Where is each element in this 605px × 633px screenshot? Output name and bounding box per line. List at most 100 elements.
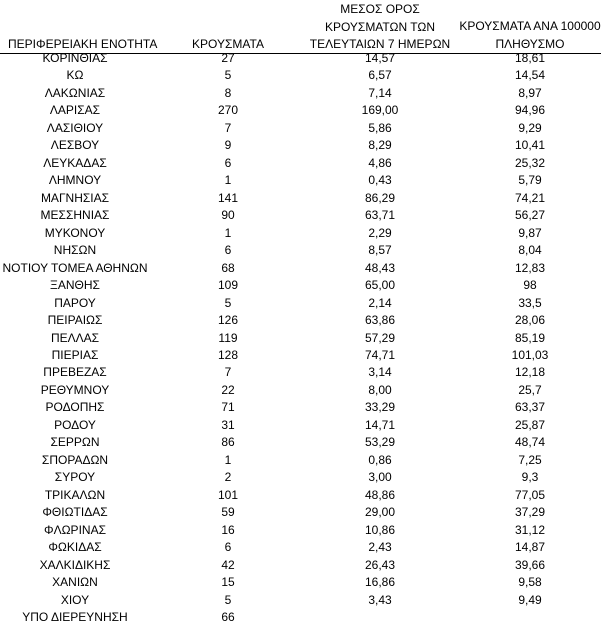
- table-row: ΛΑΚΩΝΙΑΣ 8 7,14 8,97: [0, 85, 605, 102]
- cases-cell: 6: [224, 155, 232, 170]
- cases-cell: 31: [221, 417, 235, 432]
- avg7-cell: 5,86: [368, 120, 392, 135]
- cases-cell: 6: [224, 540, 232, 555]
- per100k-cell: 8,97: [518, 85, 542, 100]
- avg7-cell: 2,14: [368, 295, 392, 310]
- avg7-cell: 86,29: [364, 190, 396, 205]
- avg7-cell: 10,86: [364, 522, 396, 537]
- table-row: ΧΑΛΚΙΔΙΚΗΣ 42 26,43 39,66: [0, 557, 605, 574]
- cases-cell: 71: [221, 400, 235, 415]
- per100k-cell: 101,03: [511, 347, 549, 362]
- per100k-cell: 9,29: [518, 120, 542, 135]
- header-avg7: ΜΕΣΟΣ ΟΡΟΣ ΚΡΟΥΣΜΑΤΩΝ ΤΩΝ ΤΕΛΕΥΤΑΙΩΝ 7 Η…: [300, 1, 460, 54]
- region-cell: ΣΠΟΡΑΔΩΝ: [41, 452, 109, 467]
- table-row: ΜΥΚΟΝΟΥ 1 2,29 9,87: [0, 225, 605, 242]
- avg7-cell: 0,43: [368, 173, 392, 188]
- header-per100k-line1: ΚΡΟΥΣΜΑΤΑ ΑΝΑ 100000: [459, 19, 601, 33]
- table-row: ΜΕΣΣΗΝΙΑΣ 90 63,71 56,27: [0, 207, 605, 224]
- avg7-cell: 63,86: [364, 313, 396, 328]
- region-cell: ΜΑΓΝΗΣΙΑΣ: [40, 190, 110, 205]
- per100k-cell: 25,7: [518, 382, 542, 397]
- per100k-cell: 48,74: [514, 435, 546, 450]
- table-row: ΛΕΣΒΟΥ 9 8,29 10,41: [0, 137, 605, 154]
- cases-cell: 6: [224, 243, 232, 258]
- region-cell: ΠΙΕΡΙΑΣ: [51, 347, 99, 362]
- table-row: ΠΕΙΡΑΙΩΣ 126 63,86 28,06: [0, 312, 605, 329]
- cases-cell: 8: [224, 85, 232, 100]
- table-row: ΧΑΝΙΩΝ 15 16,86 9,58: [0, 574, 605, 591]
- per100k-cell: 63,37: [514, 400, 546, 415]
- cases-cell: 1: [224, 452, 232, 467]
- per100k-cell: 31,12: [514, 522, 546, 537]
- table-row: ΚΩ 5 6,57 14,54: [0, 67, 605, 84]
- table-row: ΠΑΡΟΥ 5 2,14 33,5: [0, 295, 605, 312]
- table-row: ΤΡΙΚΑΛΩΝ 101 48,86 77,05: [0, 487, 605, 504]
- cases-cell: 1: [224, 173, 232, 188]
- region-cell: ΛΑΡΙΣΑΣ: [49, 103, 101, 118]
- header-divider: [0, 53, 601, 54]
- cases-cell: 119: [218, 330, 238, 345]
- cases-cell: 22: [221, 382, 235, 397]
- avg7-cell: 14,71: [364, 417, 396, 432]
- header-avg7-line2: ΚΡΟΥΣΜΑΤΩΝ ΤΩΝ: [324, 19, 436, 34]
- avg7-cell: 6,57: [368, 68, 392, 83]
- per100k-cell: 37,29: [514, 505, 546, 520]
- cases-cell: 101: [217, 487, 239, 502]
- cases-cell: 16: [221, 522, 235, 537]
- region-cell: ΛΗΜΝΟΥ: [48, 173, 102, 188]
- avg7-cell: 2,43: [368, 540, 392, 555]
- avg7-cell: 14,57: [364, 51, 396, 65]
- per100k-cell: 18,61: [514, 51, 546, 65]
- header-per100k: ΚΡΟΥΣΜΑΤΑ ΑΝΑ 100000 ΠΛΗΘΥΣΜΟ: [450, 18, 605, 53]
- table-row: ΛΑΡΙΣΑΣ 270 169,00 94,96: [0, 102, 605, 119]
- per100k-cell: 25,32: [514, 155, 546, 170]
- avg7-cell: 8,57: [368, 243, 392, 258]
- avg7-cell: 65,00: [364, 278, 396, 293]
- per100k-cell: 10,41: [514, 138, 546, 153]
- region-cell: ΛΕΣΒΟΥ: [50, 138, 100, 153]
- region-cell: ΦΩΚΙΔΑΣ: [48, 540, 102, 555]
- region-cell: ΠΡΕΒΕΖΑΣ: [43, 365, 107, 380]
- cases-cell: 9: [224, 138, 232, 153]
- per100k-cell: 7,25: [518, 452, 542, 467]
- region-cell: ΚΟΡΙΝΘΙΑΣ: [42, 51, 108, 65]
- cases-cell: 5: [224, 592, 232, 607]
- region-cell: ΥΠΟ ΔΙΕΡΕΥΝΗΣΗ: [22, 610, 128, 625]
- table-row: ΦΩΚΙΔΑΣ 6 2,43 14,87: [0, 539, 605, 556]
- per100k-cell: 74,21: [514, 190, 546, 205]
- avg7-cell: 16,86: [364, 575, 396, 590]
- table-row: ΝΟΤΙΟΥ ΤΟΜΕΑ ΑΘΗΝΩΝ 68 48,43 12,83: [0, 260, 605, 277]
- per100k-cell: 28,06: [514, 313, 546, 328]
- per100k-cell: 9,87: [518, 225, 542, 240]
- avg7-cell: 33,29: [364, 400, 396, 415]
- region-cell: ΛΑΣΙΘΙΟΥ: [46, 120, 104, 135]
- per100k-cell: 14,54: [514, 68, 546, 83]
- per100k-cell: 98: [523, 278, 537, 293]
- cases-cell: 270: [217, 103, 239, 118]
- cases-cell: 5: [224, 295, 232, 310]
- cases-cell: 109: [217, 278, 239, 293]
- per100k-cell: 77,05: [514, 487, 546, 502]
- avg7-cell: 3,14: [368, 365, 392, 380]
- cases-cell: 90: [221, 208, 235, 223]
- cases-cell: 126: [217, 313, 239, 328]
- table-row: ΝΗΣΩΝ 6 8,57 8,04: [0, 242, 605, 259]
- per100k-cell: 8,04: [518, 243, 542, 258]
- region-cell: ΚΩ: [66, 68, 84, 83]
- per100k-cell: 94,96: [514, 103, 546, 118]
- avg7-cell: 3,00: [368, 470, 392, 485]
- per100k-cell: 9,49: [518, 592, 542, 607]
- region-cell: ΧΑΝΙΩΝ: [52, 575, 98, 590]
- cases-cell: 7: [224, 365, 232, 380]
- cases-cell: 5: [224, 68, 232, 83]
- avg7-cell: 7,14: [368, 85, 392, 100]
- avg7-cell: 53,29: [364, 435, 396, 450]
- per100k-cell: 12,18: [514, 365, 546, 380]
- per100k-cell: 85,19: [514, 330, 546, 345]
- per100k-cell: 9,3: [521, 470, 539, 485]
- table-row: ΡΕΘΥΜΝΟΥ 22 8,00 25,7: [0, 382, 605, 399]
- table-row: ΛΑΣΙΘΙΟΥ 7 5,86 9,29: [0, 120, 605, 137]
- table-row: ΥΠΟ ΔΙΕΡΕΥΝΗΣΗ 66: [0, 609, 605, 626]
- header-per100k-line2: ΠΛΗΘΥΣΜΟ: [495, 36, 565, 51]
- avg7-cell: 48,43: [364, 260, 396, 275]
